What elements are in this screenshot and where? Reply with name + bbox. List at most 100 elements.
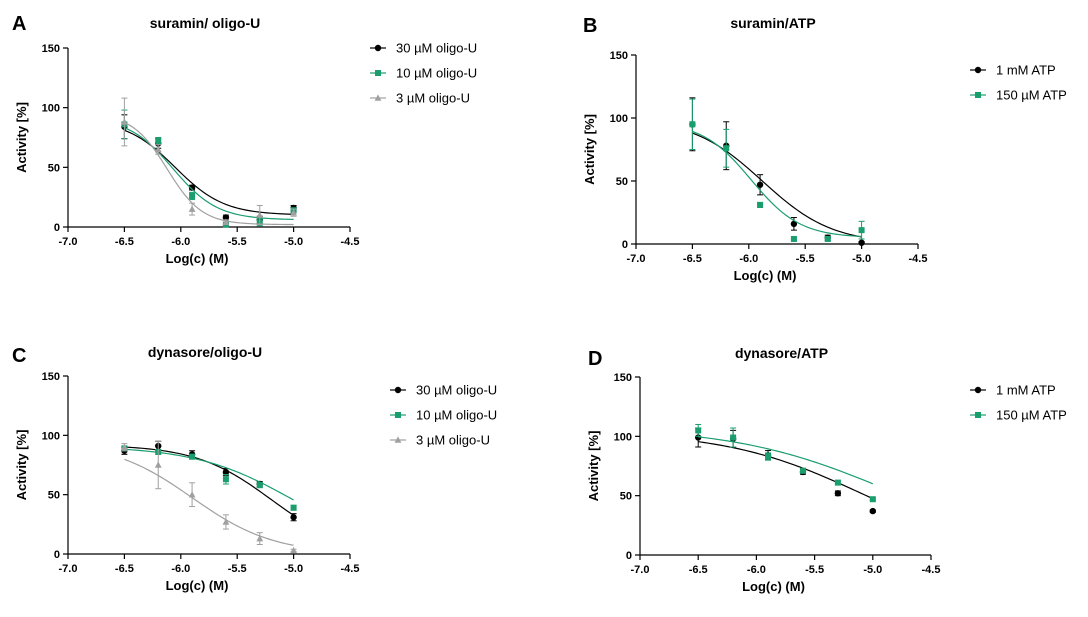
data-point (790, 220, 798, 228)
fit-curve (698, 436, 874, 485)
data-point (188, 184, 196, 191)
x-tick-label: -5.5 (796, 253, 815, 265)
legend-label: 1 mM ATP (996, 383, 1056, 398)
data-point (188, 205, 196, 212)
x-tick-label: -7.0 (627, 253, 646, 265)
legend-label: 150 µM ATP (996, 408, 1067, 423)
data-point (858, 239, 865, 246)
x-tick-label: -6.0 (739, 253, 758, 265)
chart-title: dynasore/oligo-U (148, 344, 262, 360)
series-3 (121, 440, 297, 554)
y-tick-label: 0 (54, 222, 60, 234)
y-tick-label: 150 (42, 43, 60, 55)
data-point (189, 192, 196, 199)
data-point (188, 491, 196, 498)
fit-curve (124, 448, 294, 501)
data-point (222, 214, 230, 221)
y-tick-label: 150 (614, 372, 632, 384)
legend-label: 30 µM oligo-U (416, 383, 497, 398)
fit-curve (692, 130, 862, 238)
y-tick-label: 150 (610, 50, 628, 62)
legend-label: 3 µM oligo-U (396, 91, 470, 106)
y-tick-label: 50 (48, 162, 60, 174)
data-point (695, 427, 702, 434)
data-point (869, 496, 876, 503)
series-2 (121, 445, 297, 511)
x-axis-label: Log(c) (M) (734, 268, 797, 283)
data-point (222, 468, 230, 476)
legend-marker (394, 436, 402, 443)
x-tick-label: -6.5 (115, 563, 134, 575)
legend-label: 1 mM ATP (996, 63, 1056, 78)
data-point (756, 181, 764, 188)
y-tick-label: 100 (42, 103, 60, 115)
data-point (765, 453, 772, 460)
chart-title: dynasore/ATP (735, 345, 828, 361)
data-point (121, 118, 128, 125)
data-point (689, 121, 696, 128)
x-tick-label: -5.0 (284, 563, 303, 575)
y-tick-label: 50 (620, 491, 632, 503)
series-2 (689, 98, 865, 242)
y-tick-label: 150 (42, 371, 60, 383)
x-tick-label: -6.5 (683, 253, 702, 265)
legend-label: 30 µM oligo-U (396, 41, 477, 56)
series-3 (121, 97, 297, 226)
legend-marker (395, 412, 401, 418)
legend-label: 150 µM ATP (996, 88, 1067, 103)
data-point (869, 507, 876, 515)
x-axis-label: Log(c) (M) (166, 251, 229, 266)
data-point (799, 467, 806, 474)
data-point (834, 479, 841, 486)
data-point (222, 476, 229, 483)
fit-curve (692, 132, 862, 238)
legend-marker (974, 66, 982, 74)
panel-letter: A (12, 13, 26, 35)
series-2 (695, 423, 876, 503)
data-point (155, 138, 162, 145)
y-tick-label: 0 (626, 550, 632, 562)
fit-curve (124, 121, 294, 226)
y-tick-label: 50 (616, 176, 628, 188)
data-point (290, 514, 297, 521)
data-point (154, 461, 162, 468)
legend-marker (374, 44, 382, 52)
legend-marker (375, 70, 381, 76)
legend-marker (975, 412, 981, 418)
chart-title: suramin/ oligo-U (150, 15, 260, 31)
x-tick-label: -6.0 (171, 563, 190, 575)
y-axis-label: Activity [%] (14, 102, 29, 173)
y-tick-label: 0 (54, 549, 60, 561)
x-tick-label: -5.5 (228, 563, 247, 575)
x-tick-label: -5.0 (863, 564, 882, 576)
data-point (222, 218, 230, 226)
fit-curve (698, 441, 874, 500)
data-point (256, 534, 264, 542)
x-tick-label: -6.0 (171, 236, 190, 248)
legend-marker (394, 386, 402, 394)
data-point (290, 504, 297, 511)
legend-marker (974, 386, 982, 394)
y-tick-label: 100 (42, 430, 60, 442)
x-tick-label: -5.0 (284, 236, 303, 248)
x-axis-label: Log(c) (M) (166, 578, 229, 593)
x-axis-label: Log(c) (M) (742, 579, 805, 594)
legend-marker (975, 92, 981, 98)
data-point (834, 490, 842, 497)
y-tick-label: 0 (622, 239, 628, 251)
panel-letter: C (12, 345, 26, 367)
y-axis-label: Activity [%] (586, 431, 601, 502)
x-tick-label: -5.0 (852, 253, 871, 265)
chart-title: suramin/ATP (730, 15, 815, 31)
x-tick-label: -5.5 (228, 236, 247, 248)
x-tick-label: -6.5 (115, 236, 134, 248)
x-tick-label: -4.5 (909, 253, 928, 265)
fit-curve (124, 458, 294, 546)
y-axis-label: Activity [%] (582, 114, 597, 185)
data-point (290, 546, 297, 554)
fit-curve (124, 446, 294, 516)
